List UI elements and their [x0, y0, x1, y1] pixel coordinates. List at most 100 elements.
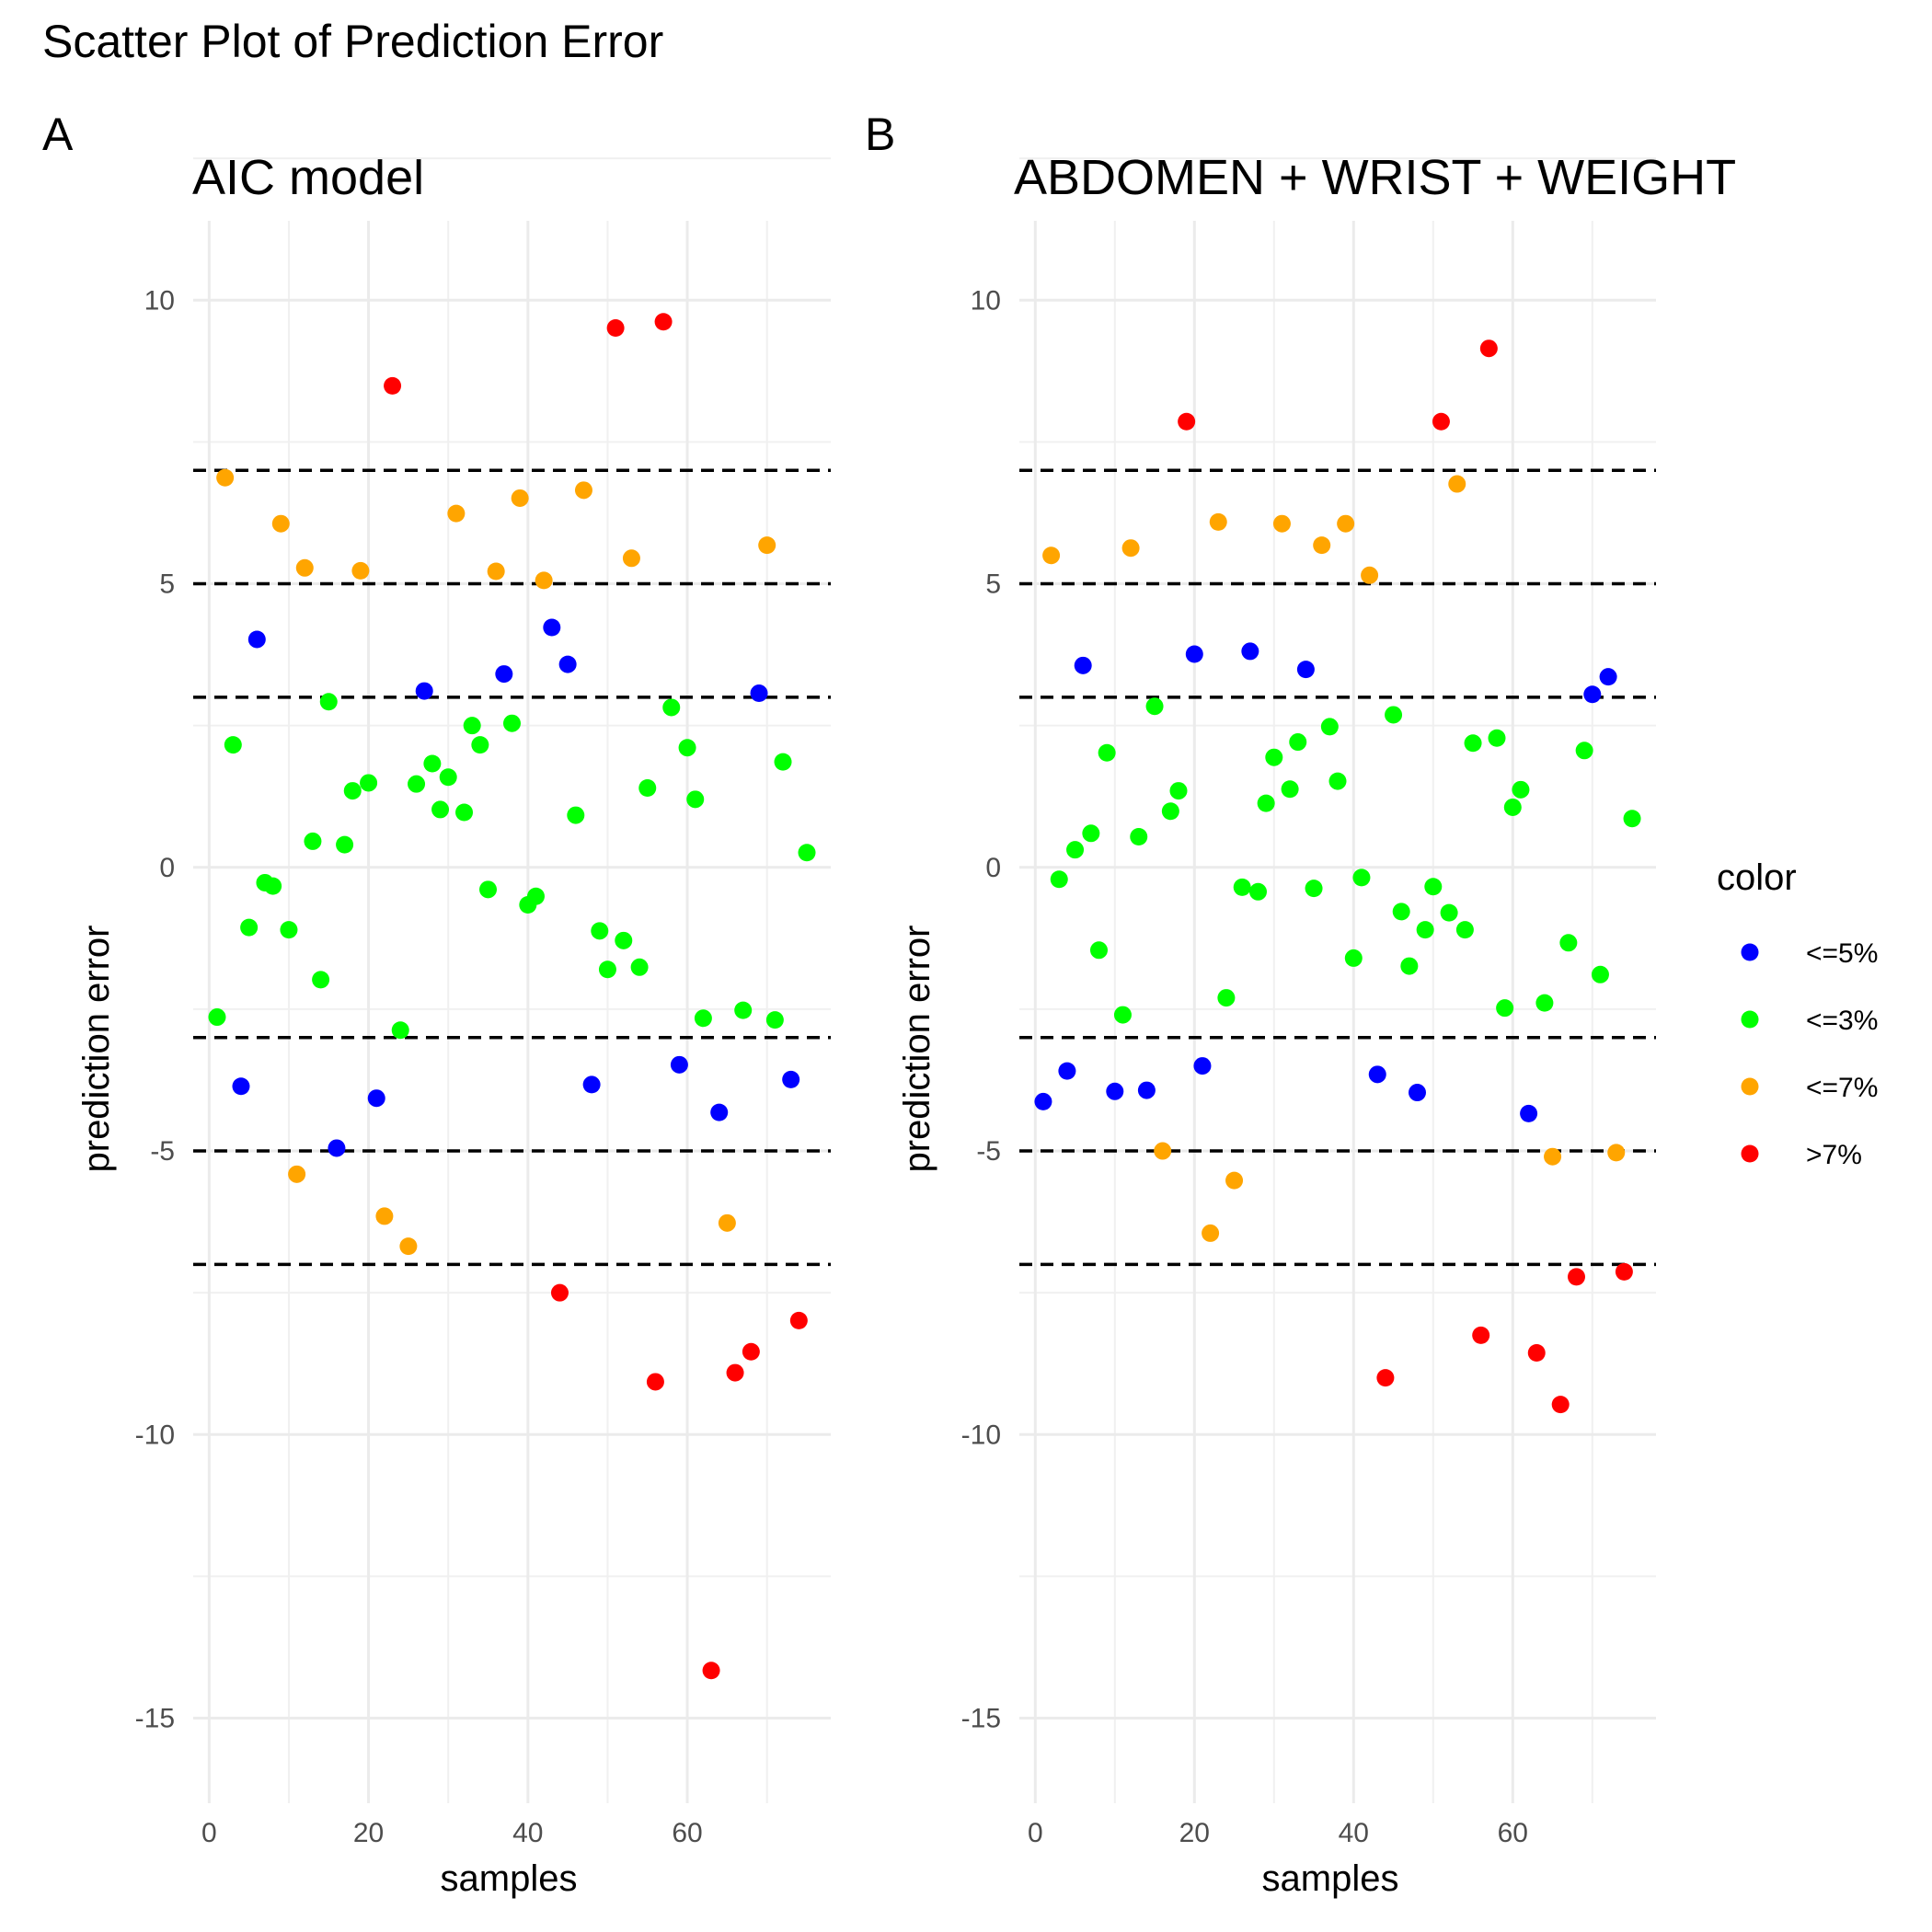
- panel-b-point: [1106, 1082, 1124, 1100]
- panel-b-point: [1488, 729, 1506, 747]
- panel-b-y-tick-label: 0: [985, 853, 1001, 883]
- panel-a-point: [765, 1011, 784, 1029]
- panel-b-point: [1313, 536, 1331, 555]
- legend-key: [1741, 1010, 1759, 1029]
- panel-b-point: [1385, 706, 1403, 724]
- panel-b-point: [1623, 810, 1641, 828]
- panel-a-y-tick-label: 5: [159, 569, 175, 600]
- panel-a-point: [734, 1001, 753, 1019]
- panel-a-point: [391, 1021, 409, 1040]
- panel-b-point: [1265, 748, 1283, 766]
- panel-a-point: [774, 753, 792, 771]
- panel-a-point: [535, 571, 553, 590]
- panel-a-point: [288, 1165, 306, 1183]
- panel-b-point: [1376, 1369, 1395, 1387]
- panel-a-point: [319, 693, 338, 711]
- panel-b-y-axis-label: prediction error: [897, 925, 937, 1172]
- panel-a-point: [543, 618, 561, 637]
- panel-b-point: [1169, 782, 1188, 800]
- panel-b-point: [1535, 994, 1554, 1012]
- panel-a-point: [240, 918, 259, 937]
- legend-key: [1741, 1144, 1759, 1163]
- panel-a-point: [678, 739, 696, 757]
- panel-b-point: [1289, 733, 1307, 752]
- panel-a-point: [503, 714, 521, 732]
- panel-a-point: [702, 1662, 720, 1680]
- panel-a-point: [567, 806, 585, 824]
- panel-b-point: [1098, 743, 1116, 762]
- panel-a-point: [750, 684, 768, 703]
- panel-b-point: [1368, 1065, 1386, 1084]
- panel-a-point: [758, 536, 776, 555]
- panel-b-point: [1496, 999, 1514, 1018]
- panel-b-point: [1257, 794, 1275, 812]
- panel-b-point: [1058, 1062, 1076, 1080]
- panel-a-x-tick-label: 20: [353, 1818, 384, 1848]
- panel-a-point: [686, 790, 705, 809]
- panel-a-point: [582, 1075, 601, 1094]
- panel-b-point: [1050, 870, 1068, 889]
- panel-b-point: [1225, 1171, 1244, 1190]
- panel-b-point: [1520, 1104, 1538, 1122]
- panel-a-y-tick-label: 0: [159, 853, 175, 883]
- panel-b-point: [1479, 339, 1498, 358]
- panel-a-point: [638, 778, 657, 797]
- panel-a-point: [439, 768, 457, 787]
- panel-a-point: [336, 835, 354, 854]
- panel-b-point: [1559, 934, 1578, 952]
- panel-a-point: [312, 971, 330, 989]
- panel-b-point: [1154, 1142, 1172, 1160]
- panel-a-reference-lines: [193, 468, 831, 1267]
- panel-a-point: [606, 319, 625, 338]
- panel-b-point: [1074, 656, 1092, 674]
- legend-key: [1741, 943, 1759, 961]
- panel-a-point: [495, 665, 513, 684]
- panel-a-y-tick-label: -5: [150, 1136, 175, 1167]
- panel-b-point: [1464, 734, 1482, 753]
- panel-b-point: [1583, 685, 1602, 704]
- panel-a-point: [375, 1207, 394, 1225]
- panel-a-point: [343, 782, 362, 800]
- panel-a-point: [479, 880, 498, 899]
- panel-b-point: [1233, 878, 1251, 896]
- panel-a-point: [304, 832, 322, 850]
- panel-a-point: [591, 922, 609, 940]
- panel-a-tag: A: [42, 109, 74, 160]
- panel-b-point: [1432, 412, 1450, 431]
- panel-a-point: [264, 877, 282, 895]
- panel-a-point: [471, 736, 489, 754]
- panel-b-point: [1042, 546, 1061, 565]
- panel-a-point: [615, 931, 633, 949]
- panel-a-point: [710, 1103, 729, 1121]
- panel-a-point: [598, 960, 616, 979]
- panel-a-point: [271, 514, 290, 533]
- panel-b-point: [1400, 957, 1419, 975]
- panel-b-x-axis-label: samples: [1262, 1858, 1399, 1899]
- panel-a-y-tick-label: -10: [135, 1420, 175, 1450]
- legend-title: color: [1717, 857, 1797, 898]
- panel-a-point: [423, 754, 442, 773]
- figure-title: Scatter Plot of Prediction Error: [42, 16, 663, 67]
- panel-b-point: [1544, 1147, 1562, 1166]
- panel-b-point: [1416, 921, 1434, 939]
- panel-b-point: [1607, 1144, 1626, 1162]
- panel-a-y-tick-label: 10: [144, 285, 175, 316]
- panel-b-point: [1352, 868, 1371, 887]
- panel-b-point: [1202, 1224, 1220, 1242]
- panel-b-point: [1599, 668, 1617, 686]
- panel-b-point: [1082, 824, 1100, 843]
- panel-b-point: [1455, 921, 1474, 939]
- panel-a-x-tick-label: 40: [512, 1818, 543, 1848]
- panel-b-point: [1392, 903, 1410, 921]
- panel-a-point: [646, 1373, 664, 1391]
- panel-b-point: [1066, 841, 1085, 859]
- panel-b-point: [1551, 1396, 1570, 1414]
- panel-b-point: [1241, 642, 1259, 661]
- legend-items: <=5% <=3% <=7% >7%: [1741, 938, 1878, 1170]
- panel-b-point: [1217, 989, 1236, 1007]
- panel-b-point: [1209, 512, 1227, 531]
- panel-b-x-tick-label: 20: [1179, 1818, 1210, 1848]
- legend-label: <=5%: [1806, 938, 1878, 969]
- panel-a-points: [208, 313, 816, 1680]
- panel-b-y-tick-label: 10: [971, 285, 1001, 316]
